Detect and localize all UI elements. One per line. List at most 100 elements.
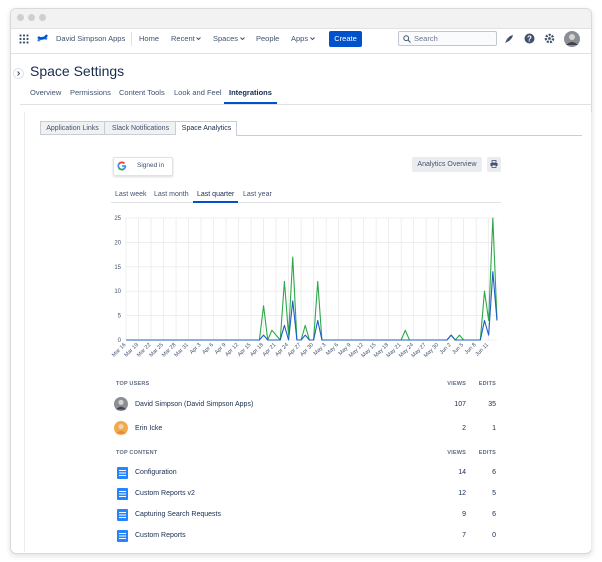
period-tab[interactable]: Last week xyxy=(115,191,147,198)
confluence-logo[interactable] xyxy=(37,33,48,44)
page-icon xyxy=(117,467,128,479)
signin-label: Signed in xyxy=(137,162,165,169)
x-tick-label: Jun 5 xyxy=(451,342,465,356)
chevron-right xyxy=(17,71,21,76)
column-header: EDITS xyxy=(478,381,496,387)
x-tick-label: Jun 2 xyxy=(439,342,453,356)
app-switcher[interactable] xyxy=(19,34,29,44)
edits-count: 6 xyxy=(492,469,496,476)
subtab-label: Space Analytics xyxy=(181,125,232,132)
content-title[interactable]: Configuration xyxy=(135,469,177,476)
window-dot[interactable] xyxy=(39,14,46,21)
search-icon xyxy=(403,35,411,43)
views-count: 9 xyxy=(462,511,466,518)
integration-panel xyxy=(24,112,592,552)
period-tab[interactable]: Last year xyxy=(243,191,272,198)
create-label: Create xyxy=(334,34,357,43)
views-count: 107 xyxy=(454,401,466,408)
y-tick-label: 20 xyxy=(114,240,121,246)
site-name[interactable]: David Simpson Apps xyxy=(56,34,126,43)
page-icon xyxy=(117,488,128,500)
user-avatar xyxy=(114,421,128,435)
content-title[interactable]: Custom Reports xyxy=(135,532,186,539)
content-title[interactable]: Capturing Search Requests xyxy=(135,511,221,518)
period-underline xyxy=(193,201,238,203)
chevron xyxy=(196,37,201,41)
edits-count: 5 xyxy=(492,490,496,497)
search-box[interactable] xyxy=(398,31,497,46)
settings-tab[interactable]: Content Tools xyxy=(119,88,165,97)
help-icon[interactable]: ? xyxy=(524,33,535,44)
edits-count: 1 xyxy=(492,425,496,432)
nav-separator xyxy=(131,32,132,46)
section-header: TOP CONTENT xyxy=(116,450,158,456)
series-line xyxy=(126,271,498,341)
svg-text:?: ? xyxy=(527,34,532,43)
page-icon xyxy=(117,509,128,521)
column-header: VIEWS xyxy=(447,450,466,456)
user-name[interactable]: David Simpson (David Simpson Apps) xyxy=(135,401,254,408)
nav-item[interactable]: Home xyxy=(139,34,160,43)
window-dot[interactable] xyxy=(28,14,35,21)
nav-item[interactable]: Spaces xyxy=(213,34,239,43)
subtab-active[interactable] xyxy=(176,121,237,136)
subtab[interactable] xyxy=(40,121,105,135)
period-divider xyxy=(111,202,501,203)
nav-bar xyxy=(11,29,591,54)
print-icon xyxy=(490,160,498,168)
settings-tab[interactable]: Look and Feel xyxy=(174,88,222,97)
series-line xyxy=(126,217,498,341)
create-button[interactable] xyxy=(329,31,362,47)
x-tick-label: Apr 6 xyxy=(201,342,215,356)
settings-icon[interactable] xyxy=(544,33,555,44)
settings-tab-active[interactable]: Integrations xyxy=(229,88,272,97)
x-tick-label: May 3 xyxy=(313,342,328,357)
x-tick-label: Apr 3 xyxy=(189,342,203,356)
column-header: VIEWS xyxy=(447,381,466,387)
user-name[interactable]: Erin Icke xyxy=(135,425,163,432)
y-tick-label: 5 xyxy=(118,314,122,320)
period-tab-active[interactable]: Last quarter xyxy=(197,191,235,198)
nav-item[interactable]: People xyxy=(256,34,280,43)
settings-tab[interactable]: Overview xyxy=(30,88,62,97)
settings-tab[interactable]: Permissions xyxy=(70,88,111,97)
window-dot[interactable] xyxy=(17,14,24,21)
views-count: 14 xyxy=(458,469,466,476)
nav-item[interactable]: Recent xyxy=(171,34,195,43)
y-tick-label: 10 xyxy=(114,289,121,295)
period-tab[interactable]: Last month xyxy=(154,191,189,198)
section-header: TOP USERS xyxy=(116,381,150,387)
x-tick-label: Apr 30 xyxy=(299,342,315,358)
notifications-icon[interactable] xyxy=(504,34,514,44)
page-title: Space Settings xyxy=(30,63,125,79)
subtab-label: Application Links xyxy=(46,125,99,132)
content-title[interactable]: Custom Reports v2 xyxy=(135,490,195,497)
subtab-divider xyxy=(237,135,582,136)
column-header: EDITS xyxy=(478,450,496,456)
title-bar xyxy=(11,9,591,29)
sidebar-toggle[interactable] xyxy=(13,68,24,79)
nav-item[interactable]: Apps xyxy=(291,34,309,43)
x-tick-label: Jun 11 xyxy=(474,342,490,358)
views-count: 7 xyxy=(462,532,466,539)
subtab[interactable] xyxy=(105,121,176,135)
page-icon xyxy=(117,530,128,542)
tabs-divider xyxy=(20,104,592,105)
analytics-overview-button[interactable] xyxy=(412,157,482,172)
y-tick-label: 25 xyxy=(114,216,121,222)
profile-avatar[interactable] xyxy=(564,31,580,47)
chevron xyxy=(310,37,315,41)
button-label: Analytics Overview xyxy=(417,161,477,168)
google-signin-button[interactable] xyxy=(113,157,173,176)
views-count: 2 xyxy=(462,425,466,432)
views-count: 12 xyxy=(458,490,466,497)
x-tick-label: May 6 xyxy=(325,342,340,357)
edits-count: 6 xyxy=(492,511,496,518)
search-placeholder: Search xyxy=(414,34,438,43)
y-tick-label: 15 xyxy=(114,265,121,271)
edits-count: 35 xyxy=(488,401,496,408)
chevron xyxy=(240,37,245,41)
tab-underline xyxy=(224,102,277,104)
google-logo xyxy=(117,161,127,171)
